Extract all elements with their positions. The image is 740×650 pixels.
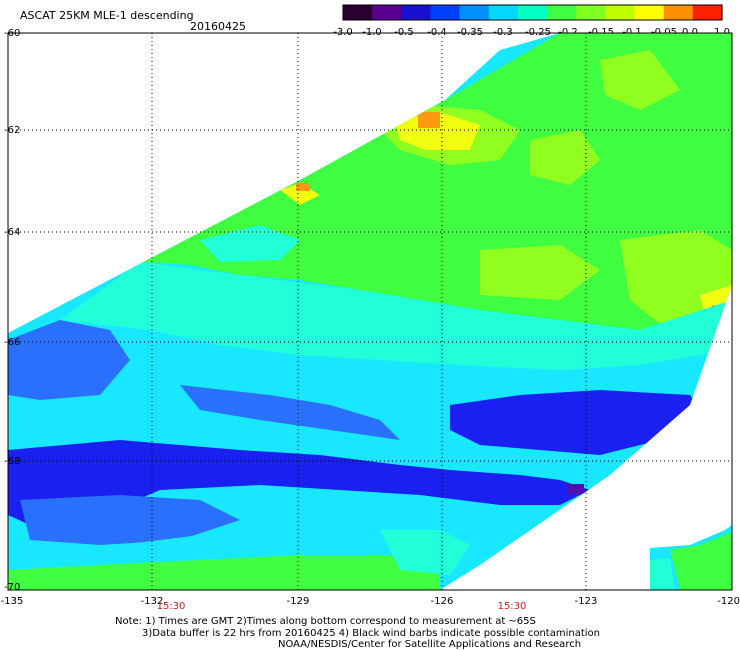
swath-region-yellow-1 [395, 112, 480, 150]
colorbar-swatch [576, 5, 606, 20]
lat-label: -68 [4, 456, 20, 467]
colorbar-border [342, 4, 723, 21]
colorbar-swatch [517, 5, 548, 20]
colorbar-swatch [401, 5, 432, 20]
colorbar-swatch [343, 5, 373, 20]
note-line-3: NOAA/NESDIS/Center for Satellite Applica… [278, 639, 581, 650]
lon-label: -129 [287, 596, 310, 607]
swath-region-yellow-3 [280, 183, 320, 205]
colorbar-swatch [459, 5, 490, 20]
colorbar-swatch [634, 5, 665, 20]
swath-region-lime-3 [600, 50, 680, 110]
swath-region-green-north [140, 33, 732, 330]
plot-frame [7, 32, 733, 591]
secondary-swath [650, 525, 732, 590]
longitude-labels: -135 -132 -129 -126 -123 -120 [1, 596, 740, 607]
swath-region-blue-dark-band [8, 440, 590, 525]
note-line-1: Note: 1) Times are GMT 2)Times along bot… [115, 616, 536, 627]
secondary-swath-green [670, 532, 732, 590]
latitude-labels: -60 -62 -64 -66 -68 -70 [4, 28, 20, 593]
lat-label: -70 [4, 582, 20, 593]
note-line-2: 3)Data buffer is 22 hrs from 20160425 4)… [142, 628, 600, 639]
swath-region-green-south [8, 555, 440, 590]
time-label: 15:30 [498, 601, 527, 612]
lon-label: -123 [575, 596, 598, 607]
lon-label: -126 [431, 596, 454, 607]
colorbar-swatch [605, 5, 636, 20]
swath-region-aqua-belt [60, 262, 732, 370]
colorbar-swatch [663, 5, 694, 20]
swath-region-lime-4 [480, 245, 600, 300]
lat-label: -60 [4, 28, 20, 39]
swath-region-blue-west [8, 320, 130, 400]
swath-region-aqua-south [380, 530, 470, 575]
lon-label: -132 [141, 596, 164, 607]
swath-spot-purple [568, 484, 584, 494]
lat-label: -62 [4, 125, 20, 136]
lon-label: -120 [717, 596, 740, 607]
time-label: 15:30 [157, 601, 186, 612]
colorbar-swatch [372, 5, 402, 20]
swath-spot-orange-1 [418, 112, 440, 128]
lat-label: -64 [4, 227, 20, 238]
colorbar-swatch [430, 5, 461, 20]
swath-region-blue-east [450, 390, 700, 455]
lon-label: -135 [1, 596, 24, 607]
swath-region-lime-2 [530, 130, 600, 185]
swath-region-blue-mid [180, 385, 400, 440]
map-date: 20160425 [190, 20, 246, 33]
colorbar-swatches [342, 4, 723, 21]
graticule [8, 33, 732, 590]
secondary-swath-aqua [650, 558, 675, 590]
colorbar-swatch [692, 5, 723, 20]
swath-spot-orange-2 [296, 183, 310, 191]
colorbar-swatch [488, 5, 519, 20]
map-title: ASCAT 25KM MLE-1 descending [20, 9, 194, 22]
swath-region-blue-southwest [20, 495, 240, 545]
colorbar-swatch [547, 5, 577, 20]
swath-region-aqua-2 [200, 225, 300, 262]
lat-label: -66 [4, 337, 20, 348]
